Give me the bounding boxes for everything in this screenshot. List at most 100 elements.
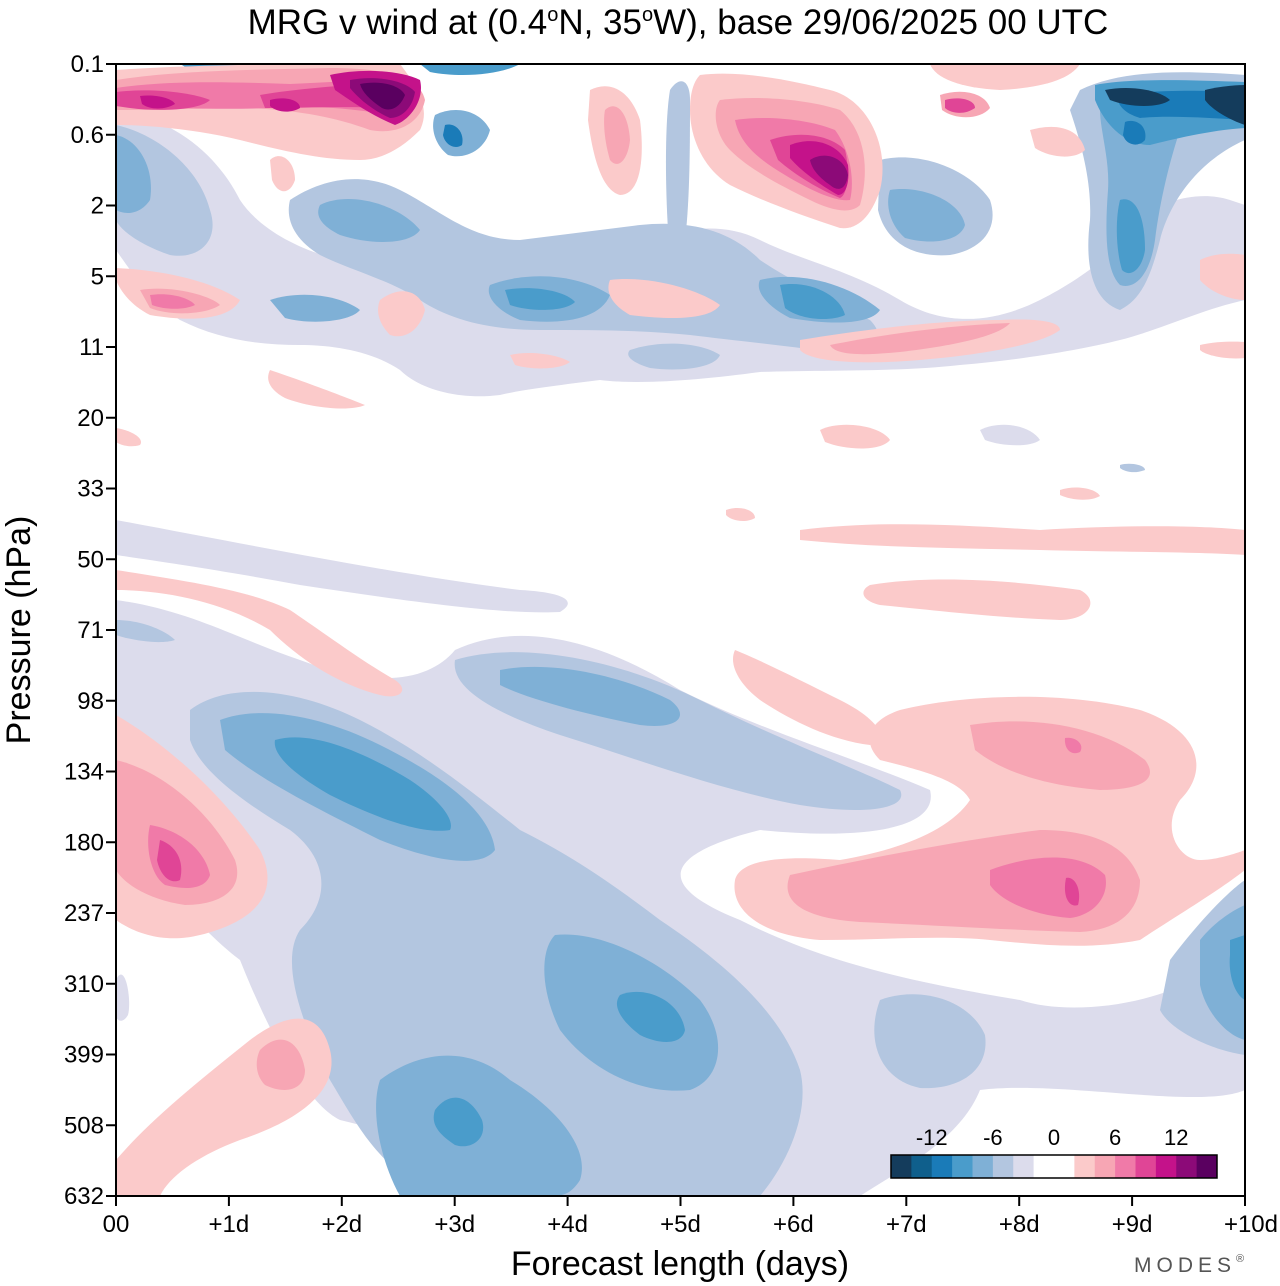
- colorbar-swatch: [1176, 1155, 1198, 1178]
- contour-strat-pos-4-d: [830, 323, 1010, 355]
- colorbar-swatch: [1135, 1155, 1157, 1178]
- contour-pos-2-blob-d: [116, 428, 141, 447]
- contour-pos-8-right: [1064, 877, 1080, 906]
- contour-strat-neg-4-b: [318, 199, 420, 242]
- contour-strat-pos-light-e: [378, 291, 425, 337]
- contour-strat-neg-4-e: [888, 189, 965, 242]
- x-axis: 00 +1d +2d +3d +4d +5d +6d +7d +8d +9d +10d: [103, 1196, 1278, 1238]
- colorbar-swatch: [891, 1155, 912, 1178]
- colorbar-label: 0: [1048, 1125, 1060, 1150]
- y-tick-label: 399: [64, 1042, 104, 1069]
- colorbar-swatch: [952, 1155, 973, 1178]
- y-tick-label: 11: [79, 334, 104, 361]
- contour-strat-neg-6-b: [780, 284, 845, 320]
- contour-pos-2-blob-a: [820, 424, 890, 449]
- colorbar-swatch: [1013, 1155, 1035, 1178]
- contour-neg-2-c: [874, 994, 986, 1089]
- colorbar-swatch: [992, 1155, 1014, 1178]
- contour-strat-neg-2-b: [288, 179, 878, 353]
- colorbar-swatch: [931, 1155, 953, 1178]
- y-tick-label: 180: [64, 829, 104, 856]
- colorbar-swatch: [1196, 1155, 1218, 1178]
- contour-strat-neg-10: [1105, 88, 1170, 106]
- contour-strat-pos-light-k: [930, 64, 1080, 90]
- colorbar-swatch: [1094, 1155, 1116, 1178]
- x-tick-label: +9d: [1112, 1211, 1153, 1238]
- colorbar-swatch: [1074, 1155, 1096, 1178]
- x-tick-label: +6d: [773, 1211, 814, 1238]
- x-tick-label: +4d: [547, 1211, 588, 1238]
- contour-strat-pos-14: [360, 82, 405, 110]
- y-tick-label: 2: [91, 193, 104, 220]
- contour-fills: [116, 64, 1245, 1196]
- contour-pos-2-thin: [732, 650, 880, 745]
- contour-strat-pos-4-e: [604, 106, 630, 164]
- contour-strat-neg-4-h: [433, 110, 490, 157]
- y-tick-label: 237: [64, 900, 104, 927]
- x-tick-label: +7d: [886, 1211, 927, 1238]
- contour-strat-neg-6-c: [1116, 199, 1145, 274]
- contour-pos-2-far-right: [863, 579, 1091, 620]
- contour-misc-neg-4: [327, 954, 360, 1002]
- x-axis-label: Forecast length (days): [511, 1245, 849, 1283]
- contour-strat-pos-6-c: [150, 294, 195, 309]
- contour-pos-8-left: [157, 840, 182, 882]
- contour-misc-neg-3: [116, 974, 130, 1021]
- contour-pos-2-mid: [116, 570, 403, 697]
- y-tick-label: 0.6: [71, 122, 104, 149]
- contour-pos-4-right: [970, 721, 1150, 790]
- chart-title: MRG v wind at (0.4oN, 35oW), base 29/06/…: [248, 3, 1109, 42]
- colorbar-label: 12: [1164, 1125, 1188, 1150]
- colorbar-swatch: [1155, 1155, 1177, 1178]
- y-tick-label: 5: [91, 263, 104, 290]
- x-tick-label: +2d: [321, 1211, 362, 1238]
- y-axis-label: Pressure (hPa): [0, 516, 38, 745]
- contour-neg-light-upper-band: [116, 520, 568, 613]
- y-tick-label: 98: [77, 688, 104, 715]
- contour-strat-pos-light-n: [270, 156, 295, 192]
- contour-strat-neg-2-e: [628, 343, 720, 370]
- colorbar-label: -12: [916, 1125, 948, 1150]
- y-tick-label: 0.1: [71, 51, 104, 78]
- plot-area: [116, 64, 1245, 1196]
- contour-misc-neg-5: [116, 620, 175, 643]
- contour-misc-neg-1: [980, 424, 1040, 446]
- colorbar-swatch: [972, 1155, 994, 1178]
- registered-mark: ®: [1236, 1253, 1249, 1265]
- contour-neg-4-b: [500, 666, 680, 726]
- contour-strat-neg-6: [505, 288, 575, 310]
- contour-strat-pos-10-d: [270, 98, 300, 112]
- y-tick-label: 134: [64, 759, 104, 786]
- contour-neg-6: [274, 737, 451, 831]
- contour-strat-neg-4: [116, 135, 151, 213]
- colorbar-swatch: [1115, 1155, 1136, 1178]
- contour-strat-neg-8-c: [443, 124, 463, 147]
- y-tick-label: 71: [77, 617, 104, 644]
- contour-pos-2-blob-b: [1060, 487, 1100, 500]
- contour-neg-6-c: [433, 1097, 484, 1147]
- contour-pos-4-lower-left: [256, 1039, 305, 1090]
- colorbar-swatch: [1033, 1155, 1055, 1178]
- x-tick-label: +10d: [1224, 1211, 1278, 1238]
- contour-strat-neg-2-f: [665, 81, 690, 246]
- x-tick-label: +5d: [660, 1211, 701, 1238]
- colorbar-frame: [890, 1154, 1218, 1179]
- colorbar-swatch: [1054, 1155, 1075, 1178]
- contour-strat-pos-light-f: [608, 279, 720, 318]
- contour-strat-pos-light-j: [1030, 126, 1085, 157]
- y-tick-label: 50: [77, 546, 104, 573]
- contour-strat-neg-4-g: [270, 294, 360, 322]
- contour-strat-pos-light-i: [268, 370, 365, 409]
- y-axis: 0.1 0.6 2 5 11 20 33 50 71 98 134 180 237 310 399 508 63…: [64, 51, 116, 1210]
- contour-strat-neg-10-b: [1205, 85, 1245, 125]
- y-tick-label: 20: [77, 405, 104, 432]
- contour-pos-6-right-upper: [1064, 737, 1082, 754]
- y-tick-label: 508: [64, 1112, 104, 1139]
- colorbar-label: -6: [983, 1125, 1003, 1150]
- contour-strat-pos-light-m: [1200, 341, 1245, 359]
- y-tick-label: 33: [77, 476, 104, 503]
- contour-strat-neg-8-b: [1123, 120, 1146, 145]
- x-tick-label: +1d: [209, 1211, 250, 1238]
- y-tick-label: 310: [64, 971, 104, 998]
